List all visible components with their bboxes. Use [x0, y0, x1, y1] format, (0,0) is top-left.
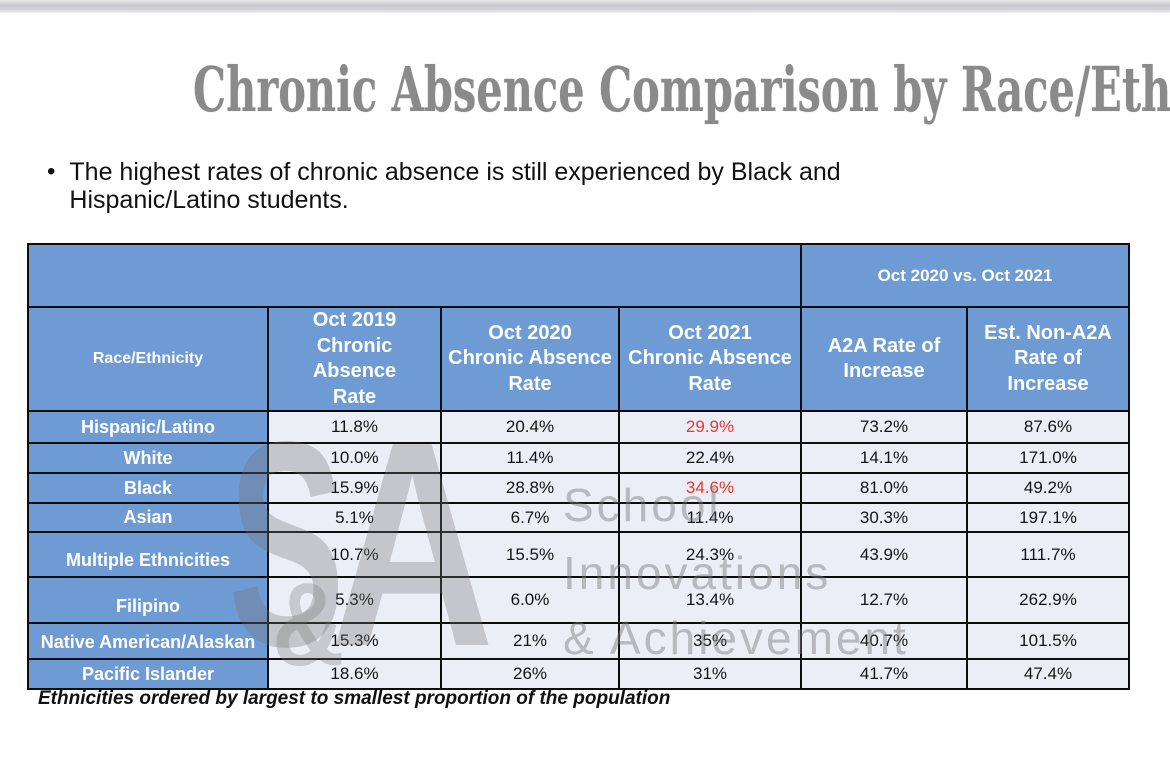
value-cell: 15.3% [267, 622, 442, 661]
table-header-row: Race/Ethnicity Oct 2019 Chronic Absence … [27, 305, 1130, 413]
table-row: Multiple Ethnicities 10.7% 15.5% 24.3% 4… [27, 531, 1130, 579]
column-header-oct2021: Oct 2021 Chronic Absence Rate [618, 305, 802, 413]
column-header-non-a2a: Est. Non-A2A Rate of Increase [966, 305, 1130, 413]
value-cell: 43.9% [800, 531, 968, 579]
value-cell: 30.3% [800, 502, 968, 534]
value-cell: 101.5% [966, 622, 1130, 661]
value-cell: 20.4% [440, 410, 620, 445]
value-cell: 49.2% [966, 472, 1130, 505]
table-group-header-row: Oct 2020 vs. Oct 2021 [27, 243, 1130, 308]
value-cell: 87.6% [966, 410, 1130, 445]
value-cell: 10.7% [267, 531, 442, 579]
table-row: White 10.0% 11.4% 22.4% 14.1% 171.0% [27, 442, 1130, 475]
value-cell: 47.4% [966, 658, 1130, 691]
row-label-cell: Pacific Islander [27, 658, 269, 691]
bullet-icon: • [47, 158, 56, 185]
row-label-cell: Hispanic/Latino [27, 410, 269, 445]
value-cell: 81.0% [800, 472, 968, 505]
table-row: Filipino 5.3% 6.0% 13.4% 12.7% 262.9% [27, 576, 1130, 625]
window-top-bar [0, 0, 1170, 13]
value-cell: 262.9% [966, 576, 1130, 625]
value-cell: 5.3% [267, 576, 442, 625]
row-label-cell: Black [27, 472, 269, 505]
value-cell: 5.1% [267, 502, 442, 534]
column-header-oct2019: Oct 2019 Chronic Absence Rate [267, 305, 442, 413]
bullet-text: The highest rates of chronic absence is … [69, 158, 841, 214]
value-cell: 111.7% [966, 531, 1130, 579]
value-cell: 197.1% [966, 502, 1130, 534]
table-row: Asian 5.1% 6.7% 11.4% 30.3% 197.1% [27, 502, 1130, 534]
empty-header-cell [27, 243, 802, 308]
value-cell: 31% [618, 658, 802, 691]
highlighted-value-cell: 34.6% [618, 472, 802, 505]
value-cell: 41.7% [800, 658, 968, 691]
group-header-cell: Oct 2020 vs. Oct 2021 [800, 243, 1130, 308]
value-cell: 15.5% [440, 531, 620, 579]
value-cell: 6.7% [440, 502, 620, 534]
value-cell: 40.7% [800, 622, 968, 661]
value-cell: 15.9% [267, 472, 442, 505]
slide-title: Chronic Absence Comparison by Race/Ethni… [193, 53, 1170, 126]
value-cell: 10.0% [267, 442, 442, 475]
row-label-cell: Filipino [27, 576, 269, 625]
row-label-cell: White [27, 442, 269, 475]
value-cell: 11.4% [618, 502, 802, 534]
table-row: Pacific Islander 18.6% 26% 31% 41.7% 47.… [27, 658, 1130, 691]
value-cell: 73.2% [800, 410, 968, 445]
value-cell: 13.4% [618, 576, 802, 625]
bullet-item: • The highest rates of chronic absence i… [47, 158, 934, 214]
value-cell: 14.1% [800, 442, 968, 475]
column-header-a2a: A2A Rate of Increase [800, 305, 968, 413]
value-cell: 22.4% [618, 442, 802, 475]
value-cell: 171.0% [966, 442, 1130, 475]
table-row: Black 15.9% 28.8% 34.6% 81.0% 49.2% [27, 472, 1130, 505]
row-label-cell: Asian [27, 502, 269, 534]
value-cell: 28.8% [440, 472, 620, 505]
value-cell: 35% [618, 622, 802, 661]
highlighted-value-cell: 29.9% [618, 410, 802, 445]
chronic-absence-table: Oct 2020 vs. Oct 2021 Race/Ethnicity Oct… [27, 243, 1130, 691]
value-cell: 18.6% [267, 658, 442, 691]
value-cell: 24.3% [618, 531, 802, 579]
row-label-cell: Multiple Ethnicities [27, 531, 269, 579]
value-cell: 11.8% [267, 410, 442, 445]
value-cell: 12.7% [800, 576, 968, 625]
value-cell: 26% [440, 658, 620, 691]
column-header-race: Race/Ethnicity [27, 305, 269, 413]
column-header-oct2020: Oct 2020 Chronic Absence Rate [440, 305, 620, 413]
row-label-cell: Native American/Alaskan [27, 622, 269, 661]
footnote: Ethnicities ordered by largest to smalle… [38, 688, 671, 709]
table-row: Native American/Alaskan 15.3% 21% 35% 40… [27, 622, 1130, 661]
table-row: Hispanic/Latino 11.8% 20.4% 29.9% 73.2% … [27, 410, 1130, 445]
value-cell: 6.0% [440, 576, 620, 625]
value-cell: 11.4% [440, 442, 620, 475]
value-cell: 21% [440, 622, 620, 661]
